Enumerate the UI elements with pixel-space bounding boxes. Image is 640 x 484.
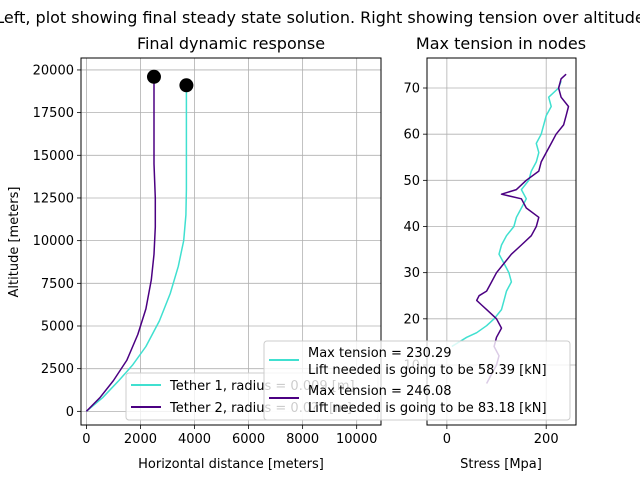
x-tick-label: 4000 [178,432,211,447]
y-tick-label: 15000 [33,149,74,164]
y-tick-label: 7500 [41,277,74,292]
y-tick-label: 40 [403,220,420,235]
legend-tension-2-line-2: Lift needed is going to be 83.18 [kN] [308,401,547,416]
x-tick-label: 200 [534,432,559,447]
series-line-1 [451,80,562,348]
y-tick-label: 0 [66,405,74,420]
left-chart-title: Final dynamic response [137,34,325,53]
left-y-axis-label: Altitude [meters] [7,187,22,298]
legend-tension-1-line-1: Max tension = 230.29 [308,346,452,361]
y-tick-label: 20000 [33,63,74,78]
y-tick-label: 12500 [33,191,74,206]
x-tick-label: 2000 [124,432,157,447]
right-x-axis-label: Stress [Mpa] [460,457,542,472]
series-line-2 [85,76,157,412]
right-series-lines [451,73,570,384]
left-chart: Final dynamic response 0 2000 4000 6000 8000… [7,34,382,472]
endpoint-marker-1 [146,69,161,84]
y-tick-label: 30 [403,266,420,281]
series-line-1 [85,87,188,412]
y-tick-label: 20 [403,312,420,327]
y-tick-label: 5000 [41,319,74,334]
x-tick-label: 0 [82,432,90,447]
right-chart-title: Max tension in nodes [416,34,586,53]
right-legend-box [263,340,571,421]
left-x-axis-label: Horizontal distance [meters] [138,457,324,472]
y-tick-label: 10000 [33,234,74,249]
x-tick-label: 0 [443,432,451,447]
legend-label-tension-2: Max tension = 246.08 Lift needed is goin… [308,384,547,416]
y-tick-label: 17500 [33,106,74,121]
y-tick-label: 70 [403,82,420,97]
left-plot-frame [80,57,382,426]
x-tick-label: 10000 [336,432,377,447]
legend-label-tension-1: Max tension = 230.29 Lift needed is goin… [308,346,547,378]
left-gridlines [81,58,381,425]
left-endpoint-markers [146,69,194,93]
y-tick-label: 60 [403,128,420,143]
right-plot-frame [426,57,577,426]
endpoint-marker-2 [179,78,194,93]
right-legend: Max tension = 230.29 Lift needed is goin… [263,340,571,421]
series-line-2 [475,73,570,384]
x-tick-label: 8000 [286,432,319,447]
x-tick-label: 6000 [232,432,265,447]
legend-tension-2-line-1: Max tension = 246.08 [308,384,452,399]
left-series-lines [85,76,188,412]
left-ticks: 0 2000 4000 6000 8000 10000 0 2500 5000 7500 10000… [33,63,378,447]
legend-tension-1-line-2: Lift needed is going to be 58.39 [kN] [308,363,547,378]
y-tick-label: 50 [403,174,420,189]
figure-suptitle: Left, plot showing final steady state so… [0,8,640,27]
y-tick-label: 2500 [41,362,74,377]
